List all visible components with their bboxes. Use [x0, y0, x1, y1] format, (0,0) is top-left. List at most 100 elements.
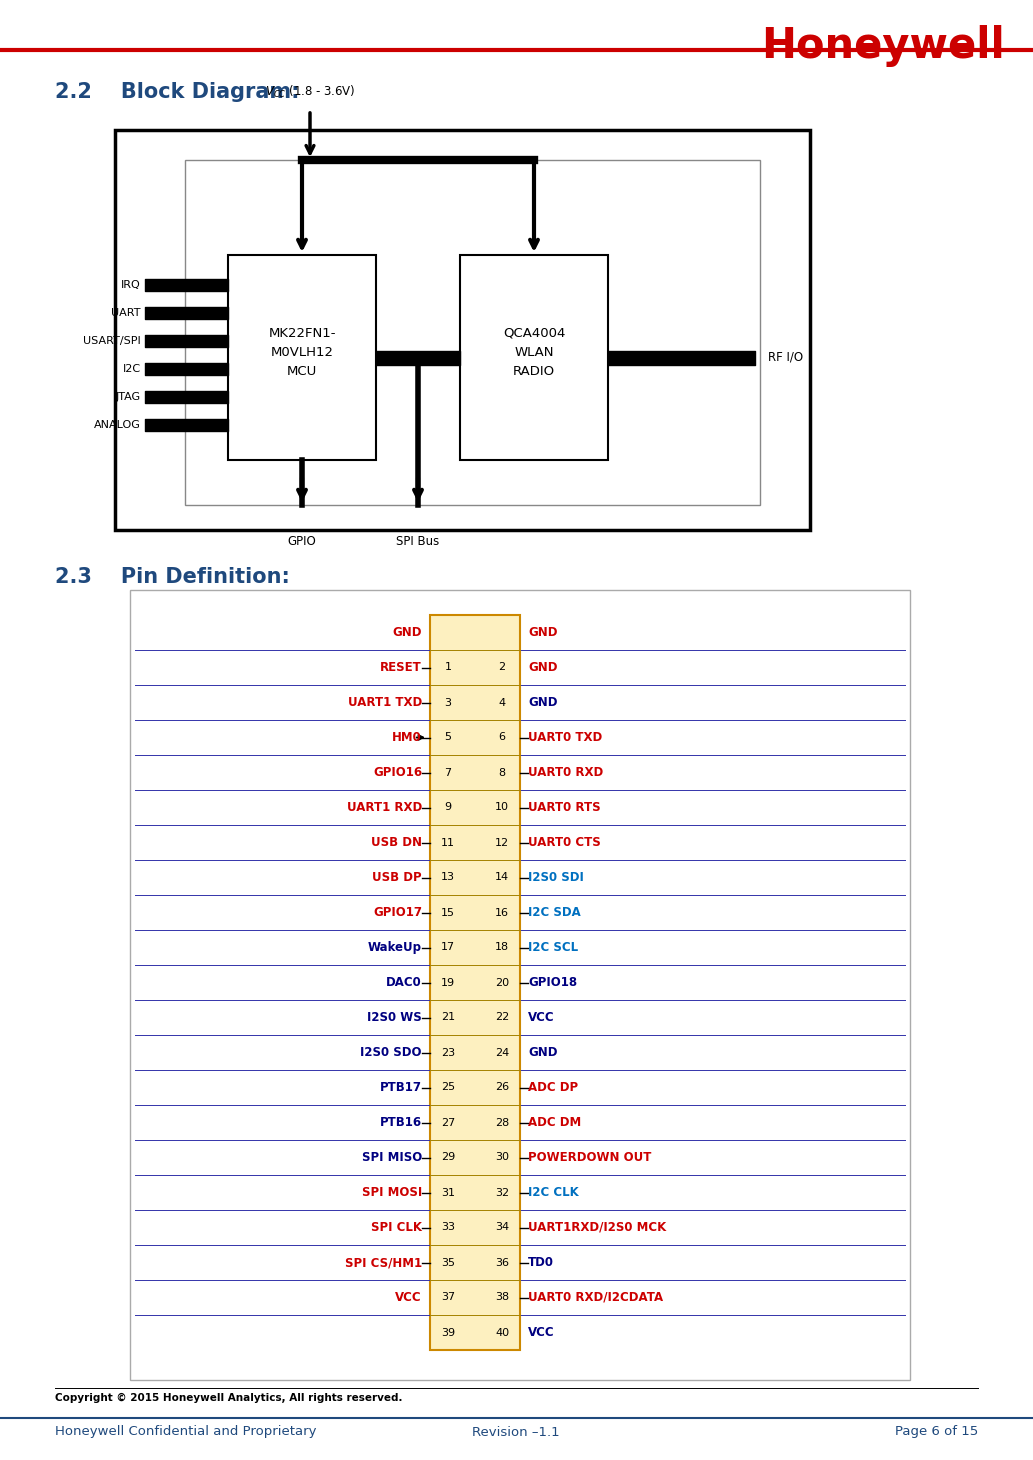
Text: 8: 8 — [499, 768, 505, 778]
Text: 13: 13 — [441, 873, 455, 882]
Text: Revision –1.1: Revision –1.1 — [472, 1425, 560, 1438]
Text: 17: 17 — [441, 943, 456, 952]
Text: 1: 1 — [444, 663, 451, 673]
Text: 16: 16 — [495, 908, 509, 917]
Text: 25: 25 — [441, 1082, 456, 1092]
Text: I2C SCL: I2C SCL — [528, 942, 578, 953]
Text: GPIO16: GPIO16 — [373, 766, 422, 780]
Text: PTB16: PTB16 — [380, 1115, 422, 1129]
Text: VCC: VCC — [528, 1326, 555, 1339]
Text: USB DN: USB DN — [371, 837, 422, 850]
Text: 18: 18 — [495, 943, 509, 952]
Text: JTAG: JTAG — [116, 391, 140, 402]
Text: 10: 10 — [495, 803, 509, 813]
Text: I2C SDA: I2C SDA — [528, 907, 581, 918]
Text: 9: 9 — [444, 803, 451, 813]
Text: SPI CS/HM1: SPI CS/HM1 — [345, 1256, 422, 1269]
Text: 5: 5 — [444, 733, 451, 743]
Text: Honeywell Confidential and Proprietary: Honeywell Confidential and Proprietary — [55, 1425, 316, 1438]
Text: UART1 RXD: UART1 RXD — [347, 802, 422, 815]
Text: VCC: VCC — [528, 1010, 555, 1023]
Text: 40: 40 — [495, 1327, 509, 1337]
Text: TD0: TD0 — [528, 1256, 554, 1269]
Text: DAC0: DAC0 — [386, 975, 422, 988]
Text: 20: 20 — [495, 978, 509, 987]
Text: 21: 21 — [441, 1012, 456, 1022]
Text: 36: 36 — [495, 1257, 509, 1267]
Text: 32: 32 — [495, 1187, 509, 1197]
Text: 11: 11 — [441, 838, 455, 847]
Text: 28: 28 — [495, 1117, 509, 1127]
Text: 23: 23 — [441, 1047, 456, 1057]
Text: 29: 29 — [441, 1152, 456, 1162]
Text: 12: 12 — [495, 838, 509, 847]
Text: WakeUp: WakeUp — [368, 942, 422, 953]
Text: POWERDOWN OUT: POWERDOWN OUT — [528, 1150, 652, 1164]
Text: UART1RXD/I2S0 MCK: UART1RXD/I2S0 MCK — [528, 1221, 666, 1234]
Text: 34: 34 — [495, 1222, 509, 1232]
Text: 14: 14 — [495, 873, 509, 882]
Text: IRQ: IRQ — [121, 280, 140, 291]
Text: 35: 35 — [441, 1257, 455, 1267]
Text: VCC: VCC — [396, 1291, 422, 1304]
Text: USART/SPI: USART/SPI — [84, 336, 140, 346]
Text: I2S0 SDO: I2S0 SDO — [361, 1045, 422, 1058]
Text: 31: 31 — [441, 1187, 455, 1197]
Bar — [430, 615, 520, 1350]
Text: 19: 19 — [441, 978, 456, 987]
Text: UART0 RXD: UART0 RXD — [528, 766, 603, 780]
Bar — [460, 255, 608, 460]
Text: Page 6 of 15: Page 6 of 15 — [895, 1425, 978, 1438]
Bar — [185, 161, 760, 505]
Text: 24: 24 — [495, 1047, 509, 1057]
Text: 33: 33 — [441, 1222, 455, 1232]
Bar — [228, 255, 376, 460]
Text: 7: 7 — [444, 768, 451, 778]
Text: GND: GND — [528, 1045, 558, 1058]
Text: RF I/O: RF I/O — [768, 350, 803, 364]
Text: GND: GND — [528, 661, 558, 675]
Text: SPI MOSI: SPI MOSI — [362, 1186, 422, 1199]
Text: HM0: HM0 — [393, 731, 422, 745]
Text: 2.2    Block Diagram:: 2.2 Block Diagram: — [55, 82, 300, 102]
Text: ANALOG: ANALOG — [94, 420, 140, 431]
Text: SPI MISO: SPI MISO — [362, 1150, 422, 1164]
Text: I2S0 WS: I2S0 WS — [368, 1010, 422, 1023]
Bar — [115, 130, 810, 530]
Text: 2.3    Pin Definition:: 2.3 Pin Definition: — [55, 566, 290, 587]
Text: GPIO18: GPIO18 — [528, 975, 577, 988]
Text: PTB17: PTB17 — [380, 1080, 422, 1094]
Text: ADC DM: ADC DM — [528, 1115, 582, 1129]
Text: Copyright © 2015 Honeywell Analytics, All rights reserved.: Copyright © 2015 Honeywell Analytics, Al… — [55, 1393, 403, 1403]
Text: 37: 37 — [441, 1292, 456, 1302]
Bar — [130, 590, 910, 1380]
Text: UART0 RXD/I2CDATA: UART0 RXD/I2CDATA — [528, 1291, 663, 1304]
Text: Honeywell: Honeywell — [761, 25, 1005, 67]
Text: 6: 6 — [499, 733, 505, 743]
Text: UART1 TXD: UART1 TXD — [348, 696, 422, 710]
Text: I2S0 SDI: I2S0 SDI — [528, 872, 584, 883]
Text: 4: 4 — [499, 698, 505, 708]
Text: QCA4004
WLAN
RADIO: QCA4004 WLAN RADIO — [503, 327, 565, 378]
Text: GND: GND — [393, 626, 422, 639]
Text: 30: 30 — [495, 1152, 509, 1162]
Text: GPIO: GPIO — [287, 534, 316, 548]
Text: ADC DP: ADC DP — [528, 1080, 578, 1094]
Text: SPI CLK: SPI CLK — [371, 1221, 422, 1234]
Text: UART0 CTS: UART0 CTS — [528, 837, 601, 850]
Text: UART: UART — [112, 308, 140, 318]
Text: I2C: I2C — [123, 364, 140, 374]
Text: UART0 RTS: UART0 RTS — [528, 802, 600, 815]
Text: 39: 39 — [441, 1327, 456, 1337]
Text: GPIO17: GPIO17 — [373, 907, 422, 918]
Text: MK22FN1-
M0VLH12
MCU: MK22FN1- M0VLH12 MCU — [269, 327, 336, 378]
Text: USB DP: USB DP — [372, 872, 422, 883]
Text: SPI Bus: SPI Bus — [397, 534, 440, 548]
Text: $V_{CC}$ (1.8 - 3.6V): $V_{CC}$ (1.8 - 3.6V) — [264, 83, 355, 99]
Text: 27: 27 — [441, 1117, 456, 1127]
Text: GND: GND — [528, 696, 558, 710]
Text: RESET: RESET — [380, 661, 422, 675]
Text: 15: 15 — [441, 908, 455, 917]
Text: GND: GND — [528, 626, 558, 639]
Text: 2: 2 — [499, 663, 505, 673]
